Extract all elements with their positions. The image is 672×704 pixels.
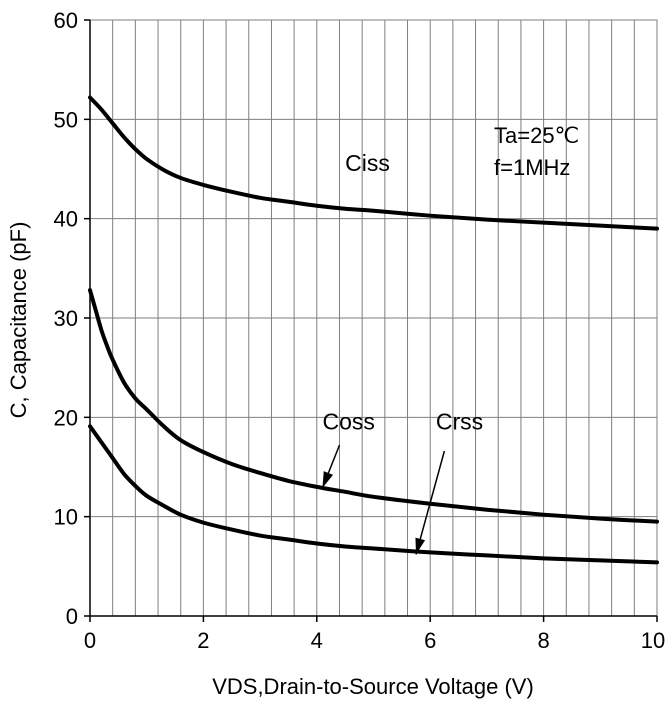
series-label-coss: Coss xyxy=(322,408,374,434)
arrow-coss xyxy=(321,444,341,489)
series-line-crss xyxy=(88,424,659,565)
x-tick-label: 6 xyxy=(424,628,436,653)
plot-frame xyxy=(84,19,658,622)
y-tick-label: 40 xyxy=(54,207,78,232)
x-tick-label: 2 xyxy=(197,628,209,653)
series-label-ciss: Ciss xyxy=(345,150,390,176)
x-tick-labels: 0 2 4 6 8 10 xyxy=(84,628,665,653)
x-tick-label: 10 xyxy=(641,628,665,653)
frequency-annotation: f=1MHz xyxy=(494,155,570,180)
annotation-arrows xyxy=(321,444,446,555)
series-labels: Ciss Coss Crss xyxy=(322,150,483,434)
y-tick-label: 50 xyxy=(54,107,78,132)
y-tick-labels: 0 10 20 30 40 50 60 xyxy=(54,8,78,629)
x-tick-label: 4 xyxy=(311,628,323,653)
y-tick-label: 60 xyxy=(54,8,78,33)
series-label-crss: Crss xyxy=(436,408,483,434)
y-tick-label: 10 xyxy=(54,505,78,530)
y-tick-label: 20 xyxy=(54,405,78,430)
grid xyxy=(90,19,657,616)
y-axis-label: C, Capacitance (pF) xyxy=(6,222,31,419)
series-lines xyxy=(88,95,659,565)
arrow-crss xyxy=(415,450,446,555)
y-tick-label: 30 xyxy=(54,306,78,331)
temperature-annotation: Ta=25℃ xyxy=(494,123,579,148)
series-line-coss xyxy=(88,288,659,524)
x-tick-label: 0 xyxy=(84,628,96,653)
x-axis-label: VDS,Drain-to-Source Voltage (V) xyxy=(212,674,534,699)
y-tick-label: 0 xyxy=(66,604,78,629)
x-tick-label: 8 xyxy=(537,628,549,653)
series-line-ciss xyxy=(88,95,659,231)
